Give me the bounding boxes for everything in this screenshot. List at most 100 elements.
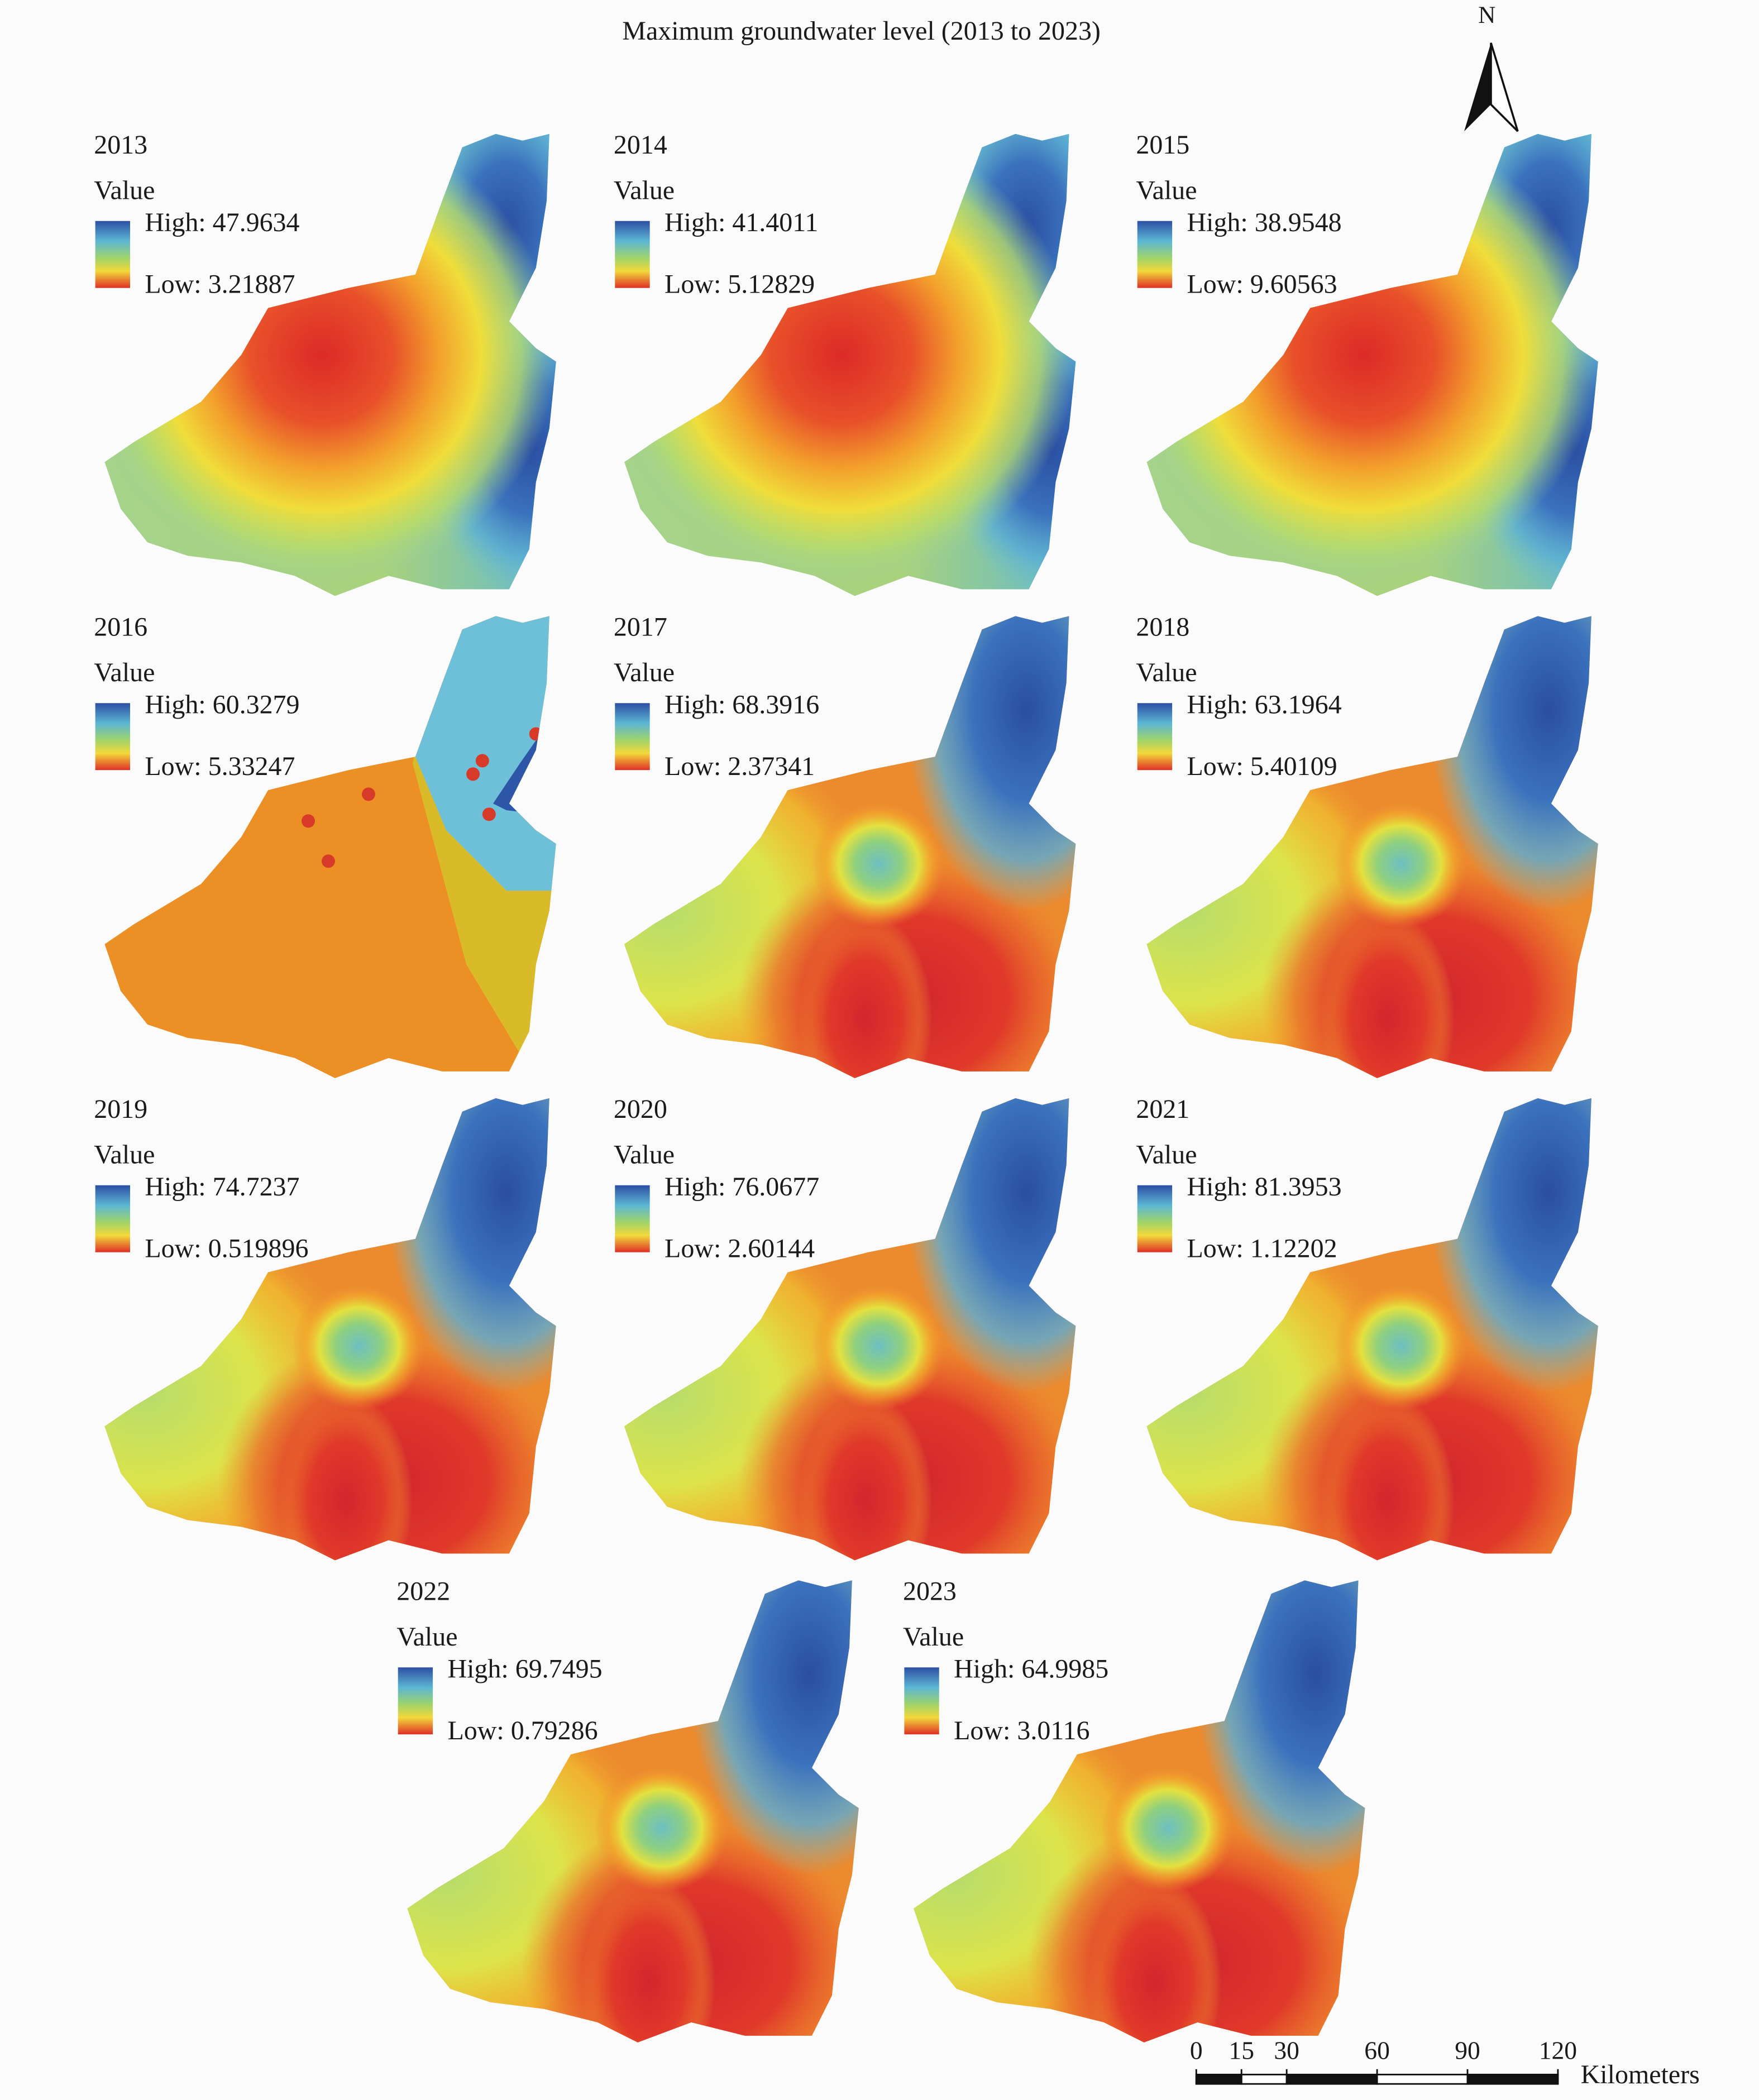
legend-ramp: [95, 221, 130, 288]
surface: [104, 616, 556, 1078]
surface-zone: [104, 133, 556, 583]
scale-tick-label: 30: [1274, 2036, 1299, 2065]
map-panel: 2014 Value High: 41.4011 Low: 5.12829: [614, 130, 1076, 596]
surface-zone: [798, 1393, 933, 1561]
surface-zone: [905, 1098, 1076, 1393]
legend-title: Value: [614, 658, 675, 687]
scale-segment: [1466, 2073, 1559, 2085]
legend-title: Value: [903, 1622, 964, 1652]
legend-ramp: [615, 1185, 650, 1252]
legend-high: High: 64.9985: [954, 1654, 1108, 1683]
well-point: [321, 854, 335, 868]
surface-zone: [811, 1281, 946, 1410]
surface-zone: [595, 1763, 729, 1893]
legend-low: Low: 2.37341: [665, 752, 815, 781]
surface: [1146, 133, 1598, 596]
map-panel: 2019 Value High: 74.7237 Low: 0.519896: [94, 1094, 556, 1561]
surface-zone: [1428, 1098, 1598, 1393]
legend-high: High: 81.3953: [1187, 1172, 1341, 1202]
legend-high: High: 74.7237: [145, 1172, 299, 1202]
panel-year: 2015: [1136, 130, 1189, 160]
panel-year: 2020: [614, 1094, 667, 1124]
panel-year: 2021: [1136, 1094, 1189, 1124]
surface-zone: [1428, 616, 1598, 911]
surface-zone: [1321, 911, 1455, 1078]
well-point: [466, 767, 480, 781]
well-point: [361, 787, 375, 801]
surface: [624, 616, 1076, 1078]
scale-tick-label: 90: [1455, 2036, 1480, 2065]
scale-tick-label: 120: [1539, 2036, 1577, 2065]
scale-tick-label: 0: [1190, 2036, 1203, 2065]
legend-ramp: [1137, 703, 1173, 771]
map-panel: 2018 Value High: 63.1964 Low: 5.40109: [1136, 612, 1598, 1078]
scale-tick-label: 60: [1364, 2036, 1390, 2065]
legend-high: High: 38.9548: [1187, 208, 1341, 237]
panel-year: 2013: [94, 130, 147, 160]
legend-low: Low: 2.60144: [665, 1233, 815, 1263]
legend-title: Value: [614, 1140, 675, 1169]
legend-low: Low: 3.0116: [954, 1716, 1089, 1745]
scale-tick-label: 15: [1229, 2036, 1254, 2065]
legend-title: Value: [1136, 175, 1197, 205]
scale-unit: Kilometers: [1581, 2060, 1700, 2089]
surface: [104, 1098, 556, 1561]
legend-title: Value: [1136, 658, 1197, 687]
map-panel: 2015 Value High: 38.9548 Low: 9.60563: [1136, 130, 1598, 596]
legend-low: Low: 5.33247: [145, 752, 295, 781]
panel-year: 2023: [903, 1576, 957, 1606]
legend-title: Value: [614, 175, 675, 205]
surface-zone: [624, 133, 1076, 583]
legend-ramp: [95, 1185, 130, 1252]
well-point: [475, 754, 489, 768]
surface: [1146, 616, 1598, 1078]
scale-segment: [1376, 2073, 1469, 2085]
surface: [104, 133, 556, 596]
legend-ramp: [615, 703, 650, 771]
panel-year: 2014: [614, 130, 667, 160]
surface: [1146, 1098, 1598, 1561]
legend-high: High: 41.4011: [665, 208, 818, 237]
scale-segment: [1285, 2073, 1378, 2085]
north-label: N: [1478, 2, 1495, 28]
legend-low: Low: 5.40109: [1187, 752, 1337, 781]
surface-zone: [1334, 799, 1469, 929]
figure-title: Maximum groundwater level (2013 to 2023): [622, 16, 1101, 46]
legend-title: Value: [94, 1140, 155, 1169]
legend-ramp: [398, 1667, 433, 1735]
panel-year: 2022: [396, 1576, 450, 1606]
surface-zone: [905, 616, 1076, 911]
legend-ramp: [904, 1667, 939, 1735]
panel-year: 2019: [94, 1094, 147, 1124]
legend-high: High: 47.9634: [145, 208, 299, 237]
surface-zone: [1101, 1763, 1235, 1893]
panel-year: 2016: [94, 612, 147, 642]
legend-ramp: [95, 703, 130, 771]
legend-high: High: 69.7495: [447, 1654, 602, 1683]
surface-zone: [1146, 133, 1598, 583]
surface-zone: [811, 799, 946, 929]
legend-ramp: [1137, 1185, 1173, 1252]
surface: [914, 1580, 1365, 2042]
legend-low: Low: 0.519896: [145, 1233, 308, 1263]
map-panel: 2020 Value High: 76.0677 Low: 2.60144: [614, 1094, 1076, 1561]
surface-zone: [689, 1580, 859, 1876]
surface: [624, 133, 1076, 596]
legend-high: High: 63.1964: [1187, 690, 1341, 719]
surface-zone: [1334, 1281, 1469, 1410]
legend-low: Low: 1.12202: [1187, 1233, 1337, 1263]
scale-segment: [1240, 2073, 1288, 2085]
surface: [407, 1580, 859, 2042]
legend-high: High: 68.3916: [665, 690, 819, 719]
surface-zone: [1321, 1393, 1455, 1561]
well-point: [302, 814, 315, 828]
legend-title: Value: [1136, 1140, 1197, 1169]
surface-zone: [798, 911, 933, 1078]
scale-segment: [1195, 2073, 1242, 2085]
north-arrow: N: [1464, 2, 1519, 132]
well-point: [529, 727, 543, 741]
